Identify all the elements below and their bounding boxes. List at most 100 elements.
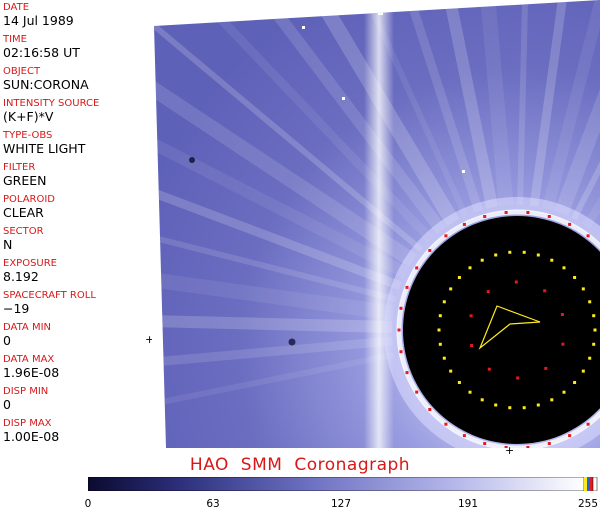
marker-dot xyxy=(550,398,554,402)
sky-blemish xyxy=(189,157,195,163)
exposure-field: EXPOSURE 8.192 xyxy=(3,258,57,284)
marker-dot xyxy=(405,285,409,289)
marker-dot xyxy=(444,422,448,426)
streamer-ray xyxy=(154,351,396,437)
marker-dot xyxy=(588,356,592,360)
marker-dot xyxy=(588,300,592,304)
marker-dot xyxy=(536,403,540,407)
marker-dot xyxy=(592,342,596,346)
streamer-ray xyxy=(244,0,460,227)
streamer-ray xyxy=(407,0,499,209)
marker-dot xyxy=(550,258,554,262)
header-info-panel: DATE 14 Jul 1989 TIME 02:16:58 UT OBJECT… xyxy=(0,0,155,448)
spacecraft-roll-value: −19 xyxy=(3,301,30,316)
colorbar-tick-label: 127 xyxy=(330,498,352,510)
sun-outline-marker xyxy=(478,305,541,350)
disp-max-label: DISP MAX xyxy=(3,418,52,429)
data-min-label: DATA MIN xyxy=(3,322,51,333)
disp-max-value: 1.00E-08 xyxy=(3,429,60,444)
marker-dot xyxy=(468,266,472,270)
marker-dot xyxy=(581,287,585,291)
streamer-ray xyxy=(463,0,514,207)
occulting-disk xyxy=(403,216,600,444)
object-label: OBJECT xyxy=(3,66,41,77)
marker-dot xyxy=(397,328,401,332)
marker-dot xyxy=(487,367,491,371)
marker-dot xyxy=(516,376,520,380)
marker-dot xyxy=(573,276,577,279)
filter-field: FILTER GREEN xyxy=(3,162,47,188)
colorbar-tick-label: 0 xyxy=(84,498,92,510)
sidebar-plus-mark: + xyxy=(145,333,155,346)
marker-dot xyxy=(586,234,590,238)
streamer-ray xyxy=(554,0,600,216)
marker-dot xyxy=(526,211,530,214)
colorbar-tick-label: 63 xyxy=(206,498,220,510)
marker-dot xyxy=(536,253,540,257)
intensity-source-label: INTENSITY SOURCE xyxy=(3,98,100,109)
marker-dot xyxy=(437,328,441,332)
intensity-source-value: (K+F)*V xyxy=(3,109,54,124)
marker-dot xyxy=(562,266,566,270)
marker-dot xyxy=(438,314,442,318)
marker-dot xyxy=(504,446,508,448)
data-max-field: DATA MAX 1.96E-08 xyxy=(3,354,59,380)
instrument-caption: HAO SMM Coronagraph xyxy=(189,455,411,475)
disp-min-label: DISP MIN xyxy=(3,386,49,397)
bottom-plus-mark: + xyxy=(505,444,515,457)
marker-dot xyxy=(522,406,526,410)
marker-dot xyxy=(568,222,572,226)
time-value: 02:16:58 UT xyxy=(3,45,80,60)
star xyxy=(378,10,383,15)
marker-dot xyxy=(504,211,508,214)
coronagraph-image xyxy=(152,0,600,448)
marker-dot xyxy=(462,434,466,438)
marker-dot xyxy=(508,250,512,254)
marker-dot xyxy=(469,314,473,318)
marker-dot xyxy=(494,253,498,257)
streamer-ray xyxy=(541,0,600,211)
marker-dot xyxy=(547,442,551,445)
polaroid-value: CLEAR xyxy=(3,205,44,220)
star xyxy=(342,97,345,100)
marker-dot xyxy=(449,287,453,291)
marker-dot xyxy=(438,342,442,346)
marker-dot xyxy=(442,300,446,304)
marker-dot xyxy=(562,390,566,394)
streamer-ray xyxy=(154,142,402,291)
marker-dot xyxy=(573,381,577,384)
marker-dot xyxy=(462,222,466,226)
marker-dot xyxy=(560,313,564,316)
marker-dot xyxy=(468,390,472,394)
marker-dot xyxy=(480,398,484,402)
polaroid-field: POLAROID CLEAR xyxy=(3,194,55,220)
marker-dot xyxy=(522,250,526,254)
streamer-ray xyxy=(154,251,395,321)
type-obs-label: TYPE-OBS xyxy=(3,130,53,141)
marker-dot xyxy=(480,258,484,262)
object-value: SUN:CORONA xyxy=(3,77,89,92)
marker-dot xyxy=(592,314,596,318)
marker-dot xyxy=(399,350,403,354)
marker-dot xyxy=(399,306,403,310)
data-max-label: DATA MAX xyxy=(3,354,55,365)
data-min-value: 0 xyxy=(3,333,11,348)
streamer-ray xyxy=(198,0,447,235)
marker-dot xyxy=(457,381,461,384)
colorbar xyxy=(88,477,598,491)
date-value: 14 Jul 1989 xyxy=(3,13,74,28)
streamer-ray xyxy=(154,199,397,303)
marker-dot xyxy=(486,290,490,294)
streamer-ray xyxy=(154,336,393,381)
intensity-source-field: INTENSITY SOURCE (K+F)*V xyxy=(3,98,99,124)
marker-dot xyxy=(547,215,551,218)
sky-region xyxy=(154,0,600,448)
marker-dot xyxy=(568,434,572,438)
marker-dot xyxy=(457,276,461,279)
marker-dot xyxy=(483,442,487,445)
marker-dot xyxy=(470,344,474,347)
sky-blemish xyxy=(288,338,296,346)
spacecraft-roll-label: SPACECRAFT ROLL xyxy=(3,290,96,301)
disp-min-value: 0 xyxy=(3,397,11,412)
date-field: DATE 14 Jul 1989 xyxy=(3,2,74,28)
